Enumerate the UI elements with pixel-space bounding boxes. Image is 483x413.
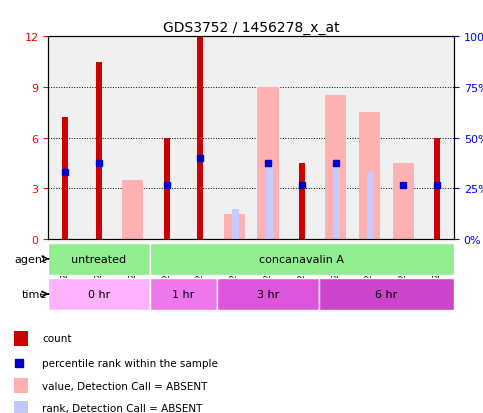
Bar [224,214,245,240]
Text: value, Detection Call = ABSENT: value, Detection Call = ABSENT [42,381,208,391]
Text: concanavalin A: concanavalin A [259,254,344,264]
Bar [434,138,440,240]
Bar [164,138,170,240]
Bar [257,88,279,240]
Bar [299,164,305,240]
Text: count: count [42,334,71,344]
Text: percentile rank within the sample: percentile rank within the sample [42,358,218,368]
Bar [359,113,380,240]
Text: 6 hr: 6 hr [375,289,398,299]
Bar [62,118,68,240]
Bar [232,209,239,240]
Bar [266,164,273,240]
FancyBboxPatch shape [150,278,217,310]
Bar [333,164,341,240]
Text: 1 hr: 1 hr [172,289,195,299]
Text: agent: agent [14,254,46,264]
Text: rank, Detection Call = ABSENT: rank, Detection Call = ABSENT [42,404,202,413]
FancyBboxPatch shape [217,278,319,310]
Text: 3 hr: 3 hr [257,289,279,299]
Text: untreated: untreated [71,254,127,264]
Text: 0 hr: 0 hr [88,289,110,299]
Text: time: time [21,289,46,299]
FancyBboxPatch shape [150,243,454,275]
FancyBboxPatch shape [319,278,454,310]
Bar [14,331,28,346]
FancyBboxPatch shape [48,243,150,275]
Bar [96,62,102,240]
Bar [367,172,374,240]
FancyBboxPatch shape [48,278,150,310]
Bar [393,164,414,240]
Bar [198,37,203,240]
Title: GDS3752 / 1456278_x_at: GDS3752 / 1456278_x_at [163,21,340,35]
Bar [14,401,28,413]
Bar [14,378,28,393]
Bar [122,180,143,240]
Bar [325,96,346,240]
